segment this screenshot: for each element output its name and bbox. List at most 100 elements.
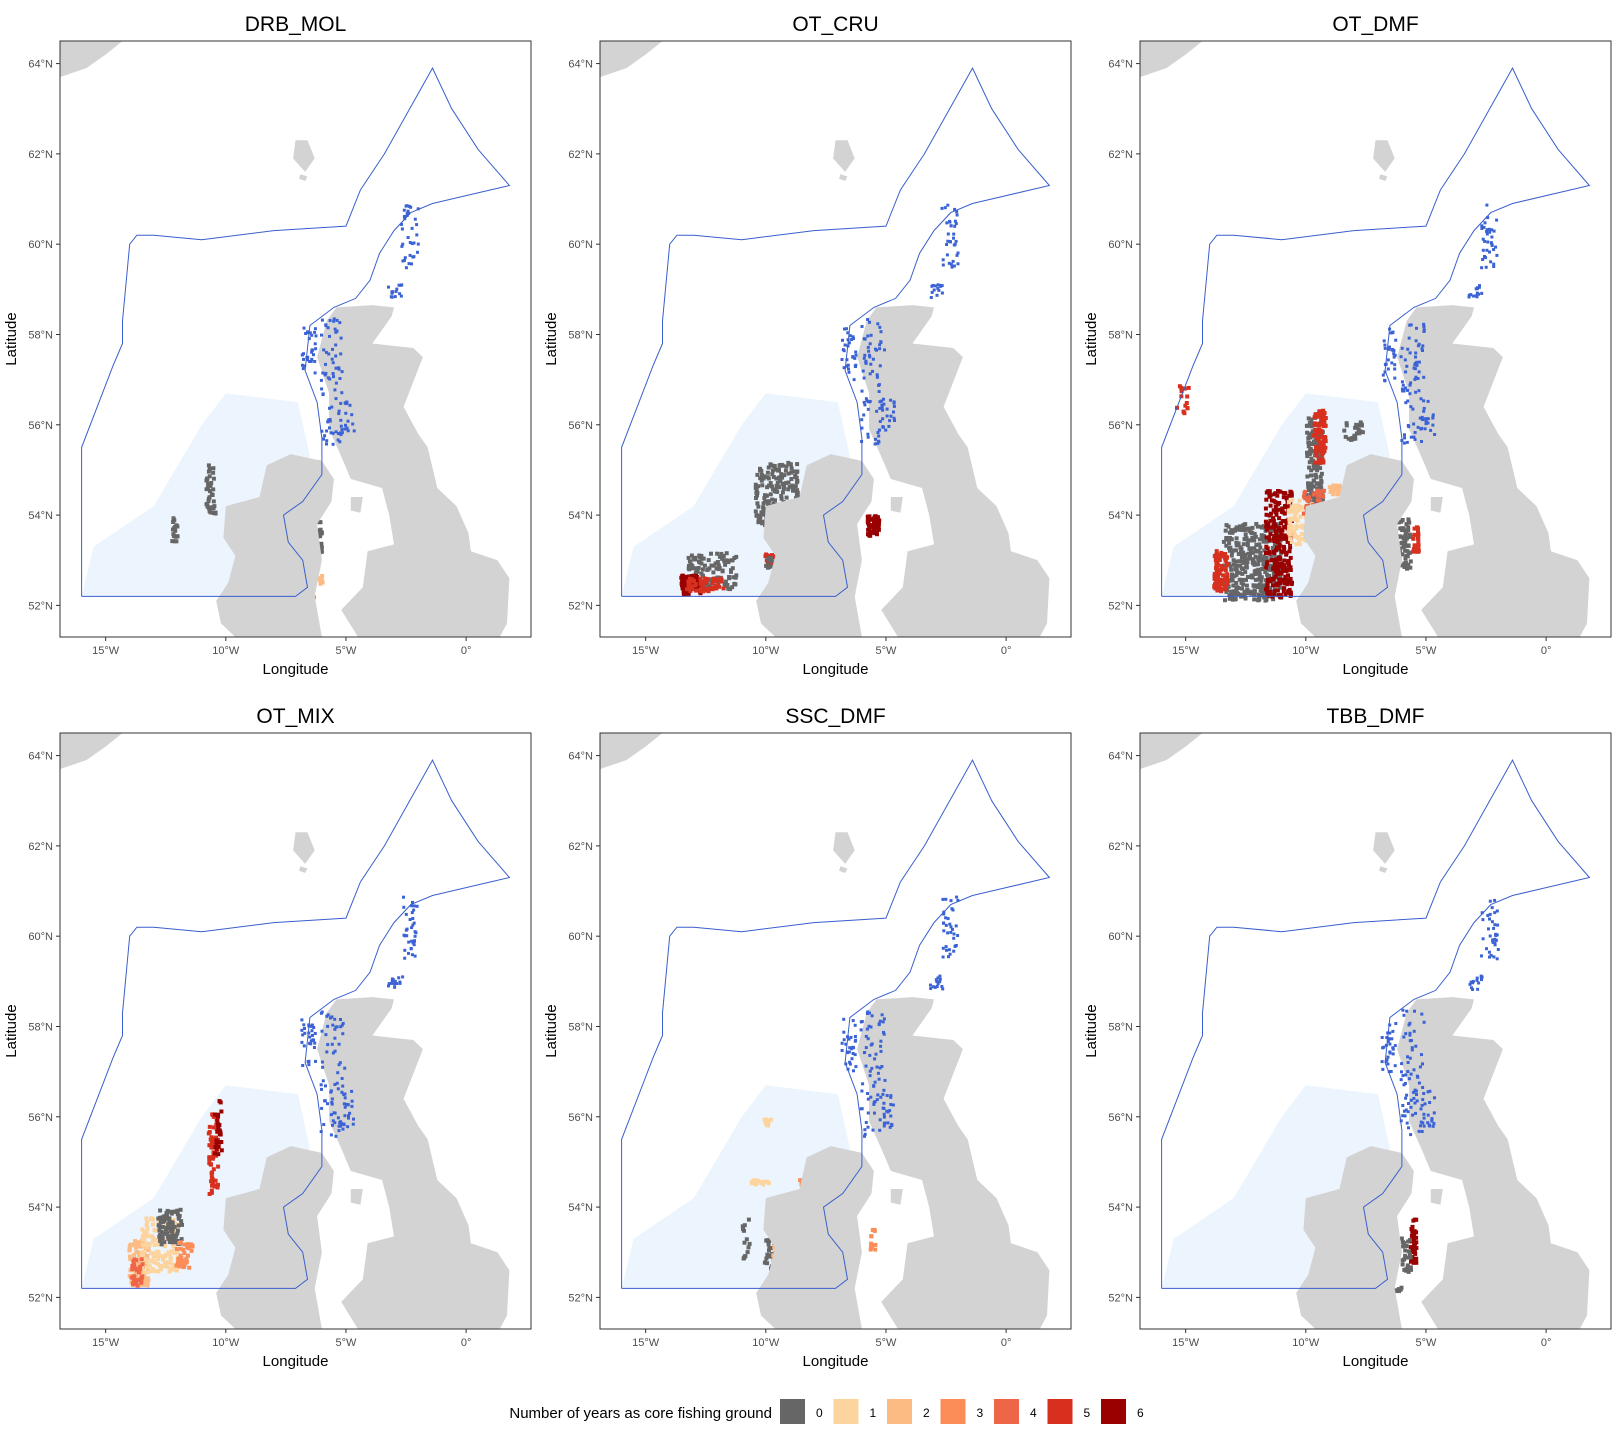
coast-cell xyxy=(1485,232,1489,236)
fishing-cell xyxy=(1411,536,1416,541)
coast-cell xyxy=(956,934,960,937)
coast-cell xyxy=(1480,911,1484,915)
coast-cell xyxy=(323,434,327,438)
coast-cell xyxy=(1408,1021,1412,1025)
fishing-cell xyxy=(215,1113,220,1118)
y-tick-label: 56°N xyxy=(568,420,593,432)
fishing-cell xyxy=(209,492,214,497)
coast-cell xyxy=(1385,1058,1389,1062)
coast-cell xyxy=(1422,409,1426,413)
fishing-cell xyxy=(700,567,705,572)
coast-cell xyxy=(337,366,341,370)
fishing-cell xyxy=(1271,516,1276,521)
fishing-cell xyxy=(700,582,705,587)
fishing-cell xyxy=(746,1245,751,1250)
fishing-cell xyxy=(717,584,722,589)
coast-cell xyxy=(864,1064,868,1068)
fishing-cell xyxy=(206,463,211,468)
fishing-cell xyxy=(159,1254,164,1259)
fishing-cell xyxy=(1415,536,1420,541)
fishing-cell xyxy=(151,1222,155,1227)
coast-cell xyxy=(319,378,323,382)
coast-cell xyxy=(945,948,948,952)
coast-cell xyxy=(320,387,324,391)
fishing-cell xyxy=(1256,577,1261,582)
fishing-cell xyxy=(207,505,212,510)
coast-cell xyxy=(866,345,870,349)
fishing-cell xyxy=(1322,419,1327,424)
fishing-cell xyxy=(1222,563,1227,568)
fishing-cell xyxy=(680,583,684,588)
fishing-cell xyxy=(1182,386,1187,391)
fishing-cell xyxy=(875,532,879,537)
coast-cell xyxy=(1401,389,1405,393)
coast-cell xyxy=(309,1042,313,1046)
coast-cell xyxy=(415,223,419,227)
fishing-cell xyxy=(1278,580,1283,585)
fishing-cell xyxy=(1253,577,1258,582)
fishing-cell xyxy=(1245,560,1250,565)
coast-cell xyxy=(401,975,405,979)
coast-cell xyxy=(1419,1124,1422,1128)
coast-cell xyxy=(882,1115,886,1119)
x-tick-label: 10°W xyxy=(752,1337,780,1349)
fishing-cell xyxy=(208,510,213,515)
coast-cell xyxy=(848,1062,852,1066)
coast-cell xyxy=(1483,239,1487,243)
coast-cell xyxy=(309,1039,313,1043)
fishing-cell xyxy=(1240,571,1245,576)
fishing-cell xyxy=(156,1257,161,1261)
fishing-cell xyxy=(1226,537,1231,542)
fishing-cell xyxy=(784,495,789,500)
y-tick-label: 58°N xyxy=(1108,329,1133,341)
fishing-cell xyxy=(1289,540,1294,544)
coast-cell xyxy=(402,215,406,218)
fishing-cell xyxy=(1272,522,1277,527)
fishing-cell xyxy=(143,1257,148,1262)
coast-cell xyxy=(1469,293,1473,297)
fishing-cell xyxy=(207,1143,212,1148)
fishing-cell xyxy=(1256,592,1261,597)
fishing-cell xyxy=(137,1277,142,1282)
fishing-cell xyxy=(180,1259,185,1264)
coast-cell xyxy=(1484,256,1487,260)
x-axis-label: Longitude xyxy=(1343,1353,1409,1370)
fishing-cell xyxy=(1228,564,1233,569)
fishing-cell xyxy=(319,545,324,550)
fishing-cell xyxy=(1318,409,1322,414)
fishing-cell xyxy=(1356,427,1361,432)
coast-cell xyxy=(956,262,960,266)
coast-cell xyxy=(847,370,851,374)
fishing-cell xyxy=(1294,542,1299,547)
fishing-cell xyxy=(1298,524,1303,529)
coast-cell xyxy=(1405,364,1409,368)
coast-cell xyxy=(1383,370,1387,374)
fishing-cell xyxy=(1317,459,1322,464)
coast-cell xyxy=(1428,1101,1432,1104)
coast-cell xyxy=(1431,414,1435,418)
coast-cell xyxy=(1477,285,1481,289)
coast-cell xyxy=(391,978,395,982)
iceland-land xyxy=(600,733,663,770)
fishing-cell xyxy=(1212,574,1217,578)
fishing-cell xyxy=(1410,1237,1415,1241)
coast-cell xyxy=(339,431,342,435)
coast-cell xyxy=(937,288,941,292)
coast-cell xyxy=(393,985,397,989)
fishing-cell xyxy=(1284,552,1289,557)
fishing-cell xyxy=(1227,546,1232,550)
coast-cell xyxy=(872,1102,876,1106)
fishing-cell xyxy=(1245,526,1250,531)
fishing-cell xyxy=(1275,522,1280,527)
fishing-cell xyxy=(1243,596,1248,601)
fishing-cell xyxy=(1321,443,1326,448)
coast-cell xyxy=(342,1123,346,1127)
coast-cell xyxy=(1402,1013,1406,1017)
coast-cell xyxy=(343,427,347,431)
x-tick-label: 5°W xyxy=(336,645,358,657)
fishing-cell xyxy=(1261,586,1266,591)
coast-cell xyxy=(1416,377,1420,380)
fishing-cell xyxy=(766,1242,771,1247)
coast-cell xyxy=(302,357,305,361)
